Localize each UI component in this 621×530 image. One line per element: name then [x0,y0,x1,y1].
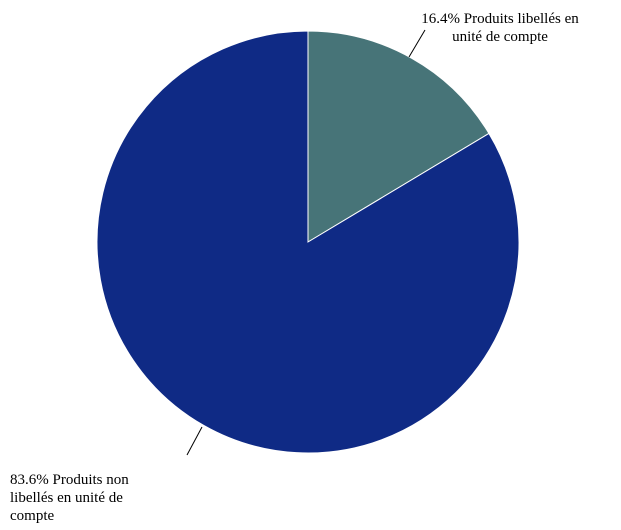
leader-line-unit-de-compte [408,29,426,58]
pie-slices [96,30,520,454]
pie-slice-unite-de-compte [307,30,490,243]
slice-label-non-unite-de-compte: 83.6% Produits non libellés en unité de … [10,472,129,524]
slice-label-unite-de-compte: 16.4% Produits libellés en unité de comp… [421,11,579,45]
leader-line-non-unite-de-compte [186,426,203,456]
pie-slice-non-unite-de-compte [96,30,520,454]
